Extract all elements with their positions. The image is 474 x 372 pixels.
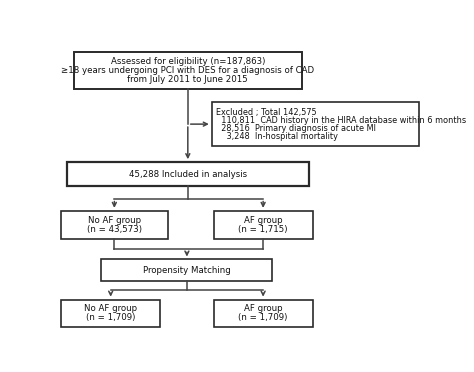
Text: AF group: AF group xyxy=(244,304,283,313)
FancyBboxPatch shape xyxy=(61,211,168,240)
FancyBboxPatch shape xyxy=(61,299,160,327)
Text: 45,288 Included in analysis: 45,288 Included in analysis xyxy=(129,170,247,179)
Text: (n = 1,709): (n = 1,709) xyxy=(86,313,136,322)
Text: 3,248  In-hospital mortality: 3,248 In-hospital mortality xyxy=(216,132,338,141)
Text: (n = 1,709): (n = 1,709) xyxy=(238,313,288,322)
Text: 28,516  Primary diagnosis of acute MI: 28,516 Primary diagnosis of acute MI xyxy=(216,124,376,133)
FancyBboxPatch shape xyxy=(213,299,313,327)
Text: from July 2011 to June 2015: from July 2011 to June 2015 xyxy=(128,75,248,84)
FancyBboxPatch shape xyxy=(101,260,272,281)
Text: Excluded ; Total 142,575: Excluded ; Total 142,575 xyxy=(216,108,317,117)
Text: (n = 43,573): (n = 43,573) xyxy=(87,225,142,234)
Text: Assessed for eligibility (n=187,863): Assessed for eligibility (n=187,863) xyxy=(110,57,265,66)
Text: No AF group: No AF group xyxy=(88,216,141,225)
FancyBboxPatch shape xyxy=(66,162,309,186)
Text: AF group: AF group xyxy=(244,216,283,225)
Text: Propensity Matching: Propensity Matching xyxy=(143,266,231,275)
Text: 110,811  CAD history in the HIRA database within 6 months: 110,811 CAD history in the HIRA database… xyxy=(216,116,466,125)
FancyBboxPatch shape xyxy=(74,52,301,89)
FancyBboxPatch shape xyxy=(212,102,419,146)
Text: No AF group: No AF group xyxy=(84,304,137,313)
Text: (n = 1,715): (n = 1,715) xyxy=(238,225,288,234)
FancyBboxPatch shape xyxy=(213,211,313,240)
Text: ≥18 years undergoing PCI with DES for a diagnosis of CAD: ≥18 years undergoing PCI with DES for a … xyxy=(61,66,314,75)
